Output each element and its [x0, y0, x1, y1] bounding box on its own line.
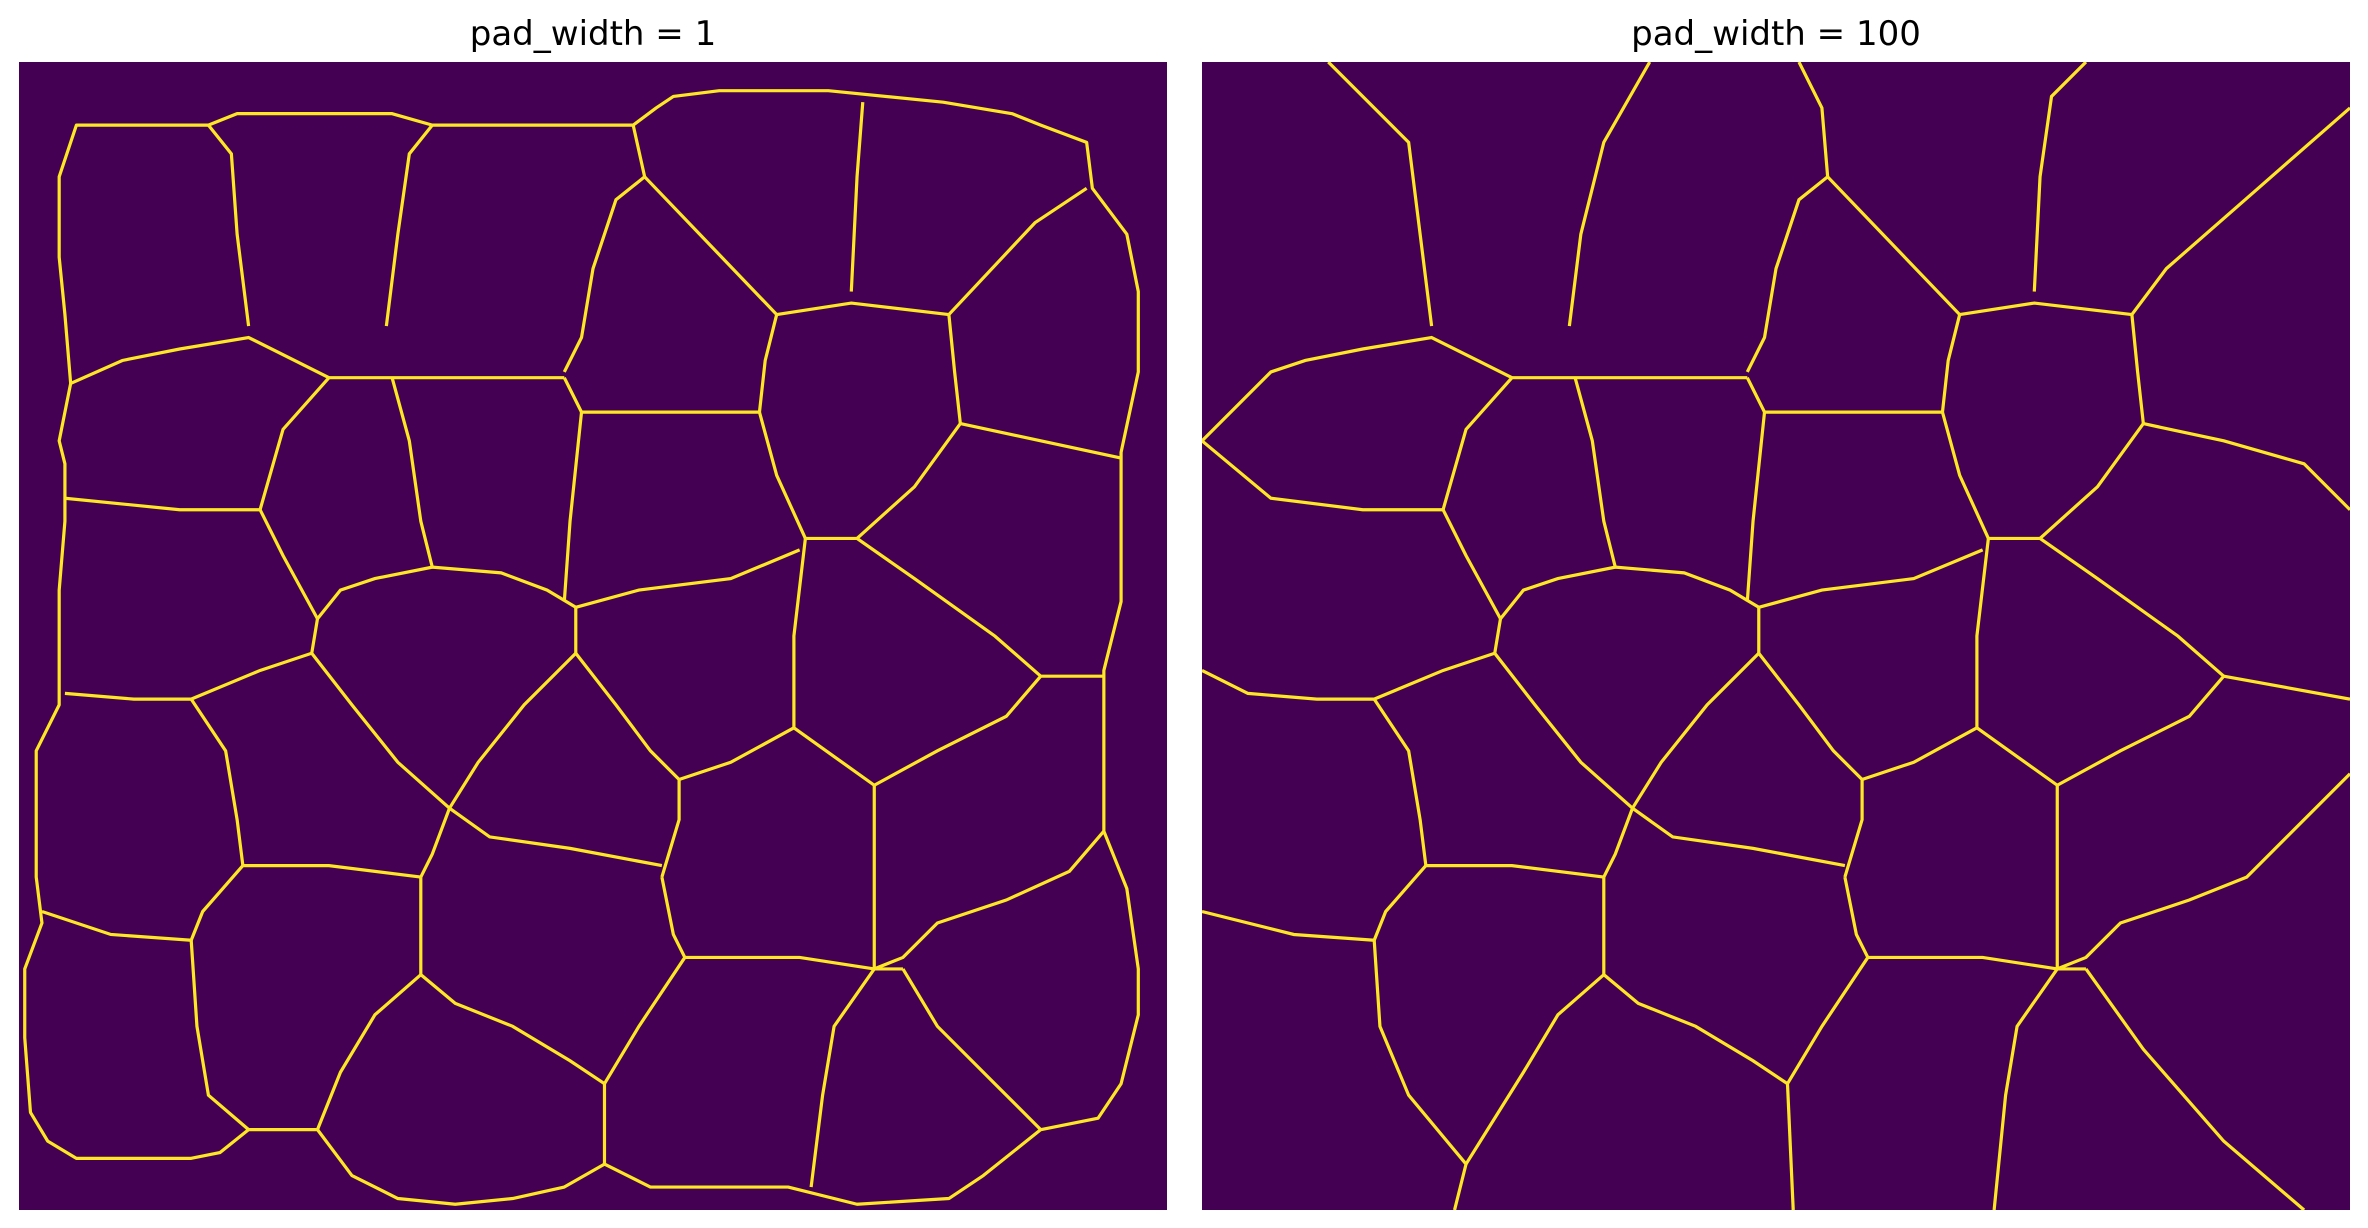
panel-title: pad_width = 1: [469, 14, 717, 54]
image-background: [19, 62, 1167, 1210]
panel-title: pad_width = 100: [1631, 14, 1921, 54]
image-background: [1202, 62, 2350, 1210]
segmentation-boundary-image: [19, 62, 1167, 1210]
panel-pad-width-1: pad_width = 1: [19, 0, 1167, 1228]
outer-boundary: [25, 91, 1139, 1205]
panel-pad-width-100: pad_width = 100: [1202, 0, 2350, 1228]
cell-boundaries: [1202, 62, 2350, 1210]
segmentation-boundary-image: [1202, 62, 2350, 1210]
cell-boundaries: [25, 91, 1139, 1205]
